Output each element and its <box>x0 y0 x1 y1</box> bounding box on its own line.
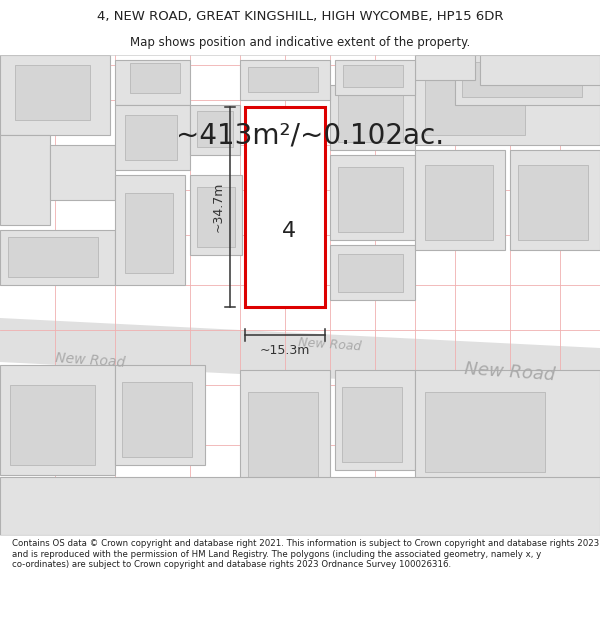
Bar <box>115 175 185 285</box>
Bar <box>415 55 475 80</box>
Bar <box>425 80 525 135</box>
Bar <box>335 60 415 95</box>
Bar <box>115 60 190 105</box>
Bar <box>125 115 177 160</box>
Bar <box>335 370 415 470</box>
Bar <box>15 65 90 120</box>
Bar <box>130 63 180 93</box>
Bar <box>8 237 98 277</box>
Bar <box>338 254 403 292</box>
Text: ~15.3m: ~15.3m <box>260 344 310 357</box>
Text: ~34.7m: ~34.7m <box>212 182 224 232</box>
Bar <box>0 477 600 535</box>
Text: ~413m²/~0.102ac.: ~413m²/~0.102ac. <box>176 121 444 149</box>
Bar <box>338 167 403 232</box>
Bar <box>518 165 588 240</box>
Bar <box>462 62 582 97</box>
Bar <box>0 365 115 475</box>
Polygon shape <box>0 318 600 392</box>
Bar <box>10 385 95 465</box>
Bar <box>415 150 505 250</box>
Bar <box>330 85 415 150</box>
Bar <box>248 67 318 92</box>
Bar <box>455 55 600 105</box>
Bar <box>115 105 190 170</box>
Text: New Road: New Road <box>464 360 556 384</box>
Text: 4, NEW ROAD, GREAT KINGSHILL, HIGH WYCOMBE, HP15 6DR: 4, NEW ROAD, GREAT KINGSHILL, HIGH WYCOM… <box>97 10 503 23</box>
Bar <box>248 392 318 477</box>
Bar <box>197 187 235 247</box>
Bar <box>425 392 545 472</box>
Bar <box>415 65 600 145</box>
Text: New Road: New Road <box>298 336 362 354</box>
Bar <box>125 193 173 273</box>
Bar <box>510 150 600 250</box>
Text: Contains OS data © Crown copyright and database right 2021. This information is : Contains OS data © Crown copyright and d… <box>12 539 599 569</box>
Bar <box>330 155 415 240</box>
Bar <box>197 111 233 147</box>
Bar <box>122 382 192 457</box>
Bar <box>343 65 403 87</box>
Bar <box>0 55 110 135</box>
Bar <box>245 107 325 307</box>
Bar <box>415 370 600 480</box>
Bar <box>240 60 330 100</box>
Bar <box>338 94 403 142</box>
Bar <box>255 185 320 265</box>
Text: New Road: New Road <box>55 351 125 369</box>
Bar <box>0 230 115 285</box>
Bar <box>115 365 205 465</box>
Bar <box>480 55 600 85</box>
Bar <box>342 387 402 462</box>
Bar <box>425 165 493 240</box>
Text: Map shows position and indicative extent of the property.: Map shows position and indicative extent… <box>130 36 470 49</box>
Bar <box>240 370 330 485</box>
Bar <box>50 145 115 200</box>
Text: 4: 4 <box>282 221 296 241</box>
Bar <box>0 135 50 225</box>
Bar <box>190 105 240 155</box>
Bar <box>190 175 242 255</box>
Bar <box>330 245 415 300</box>
